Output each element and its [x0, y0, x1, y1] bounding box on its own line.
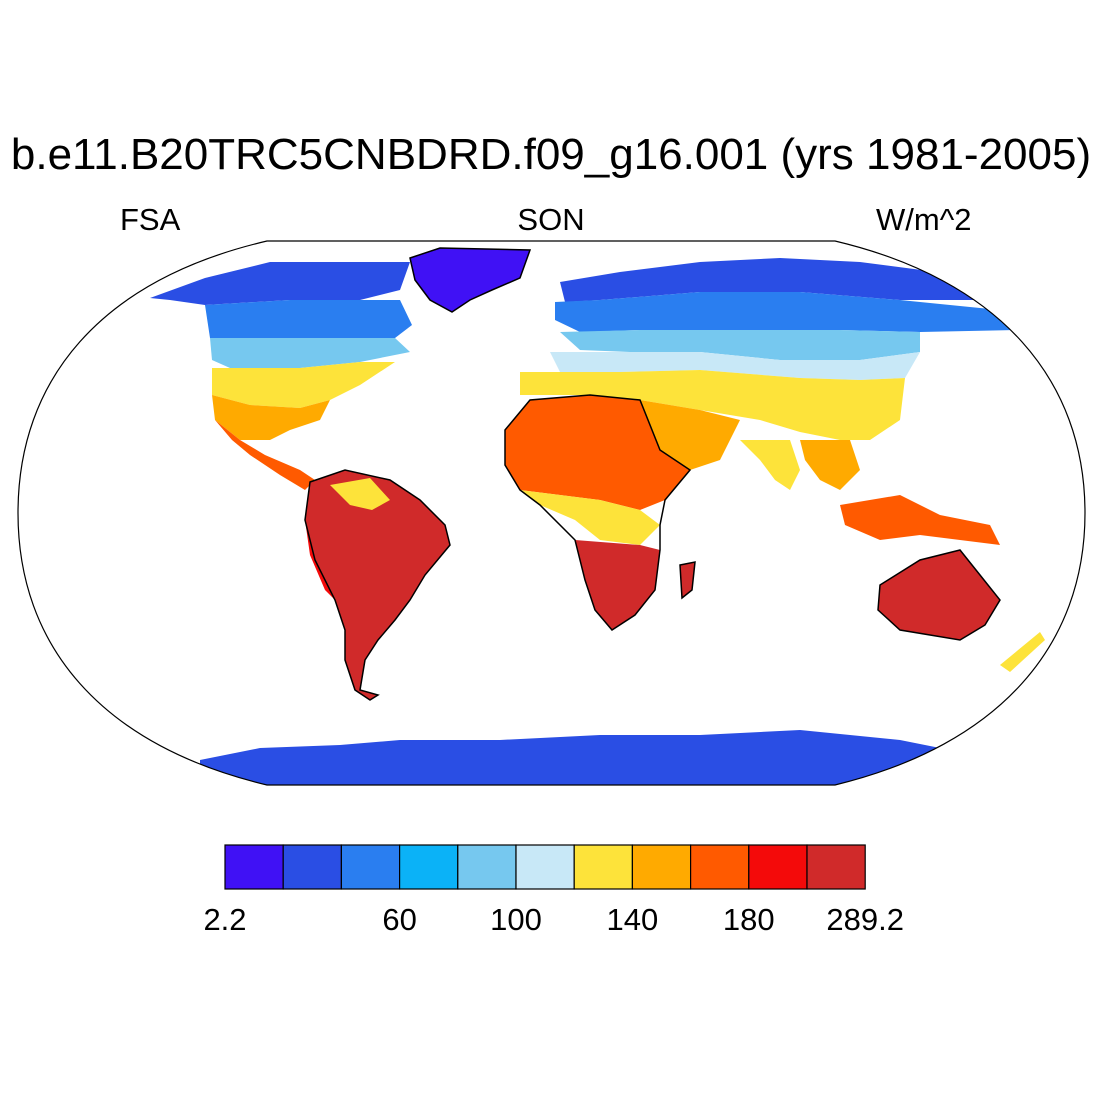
coastlines	[304, 247, 1001, 701]
region-australia	[878, 550, 1000, 640]
region-eurasia-mid	[560, 330, 920, 360]
colorbar-box	[399, 844, 459, 890]
region-india	[740, 440, 800, 490]
region-north-america-boreal	[205, 300, 412, 338]
region-southeast-asia	[800, 440, 860, 490]
region-madagascar	[680, 562, 695, 598]
region-indonesia	[840, 495, 1000, 545]
region-eurasia-light	[550, 352, 920, 380]
colorbar-tick-label: 60	[382, 902, 416, 937]
map-projection-border	[17, 240, 1086, 786]
colorbar-box	[282, 844, 343, 890]
region-africa-south	[575, 540, 660, 630]
region-antarctica	[200, 730, 1000, 785]
colorbar-tick-label: 100	[490, 902, 542, 937]
region-south-america	[305, 470, 450, 700]
region-africa-north	[505, 395, 690, 510]
variable-label: FSA	[120, 202, 181, 237]
colorbar-box	[806, 844, 866, 890]
region-north-america-mid	[210, 338, 410, 368]
colorbar-box	[573, 844, 634, 890]
region-eurasia-arctic	[560, 258, 1000, 302]
region-north-america-south	[212, 395, 330, 440]
colorbar-box	[457, 844, 517, 890]
colorbar-tick-label: 180	[723, 902, 775, 937]
colorbar-boxes	[224, 844, 866, 890]
region-north-america-temperate	[212, 362, 395, 408]
season-label: SON	[517, 202, 585, 237]
region-north-america-arctic	[150, 262, 410, 305]
region-eurasia-temperate	[520, 370, 905, 440]
region-eurasia-boreal	[555, 292, 1020, 332]
plot-title: b.e11.B20TRC5CNBDRD.f09_g16.001 (yrs 198…	[10, 130, 1092, 179]
region-africa-equatorial	[520, 490, 660, 545]
colorbar-box	[515, 844, 575, 890]
colorbar-tick-label: 289.2	[826, 902, 904, 937]
region-mexico	[215, 420, 315, 490]
region-greenland	[410, 248, 530, 312]
map-land-fill	[150, 248, 1045, 785]
colorbar-box	[631, 844, 692, 890]
region-south-america-highland	[330, 478, 390, 510]
colorbar-tick-label: 140	[607, 902, 659, 937]
region-new-zealand	[1000, 632, 1045, 672]
colorbar-tick-label: 2.2	[203, 902, 246, 937]
colorbar-box	[748, 844, 808, 890]
units-label: W/m^2	[876, 202, 972, 237]
colorbar-tick-labels: 2.2 60 100 140 180 289.2	[203, 902, 904, 937]
colorbar-box	[340, 844, 401, 890]
colorbar-box	[689, 844, 750, 890]
colorbar-box	[224, 844, 284, 890]
